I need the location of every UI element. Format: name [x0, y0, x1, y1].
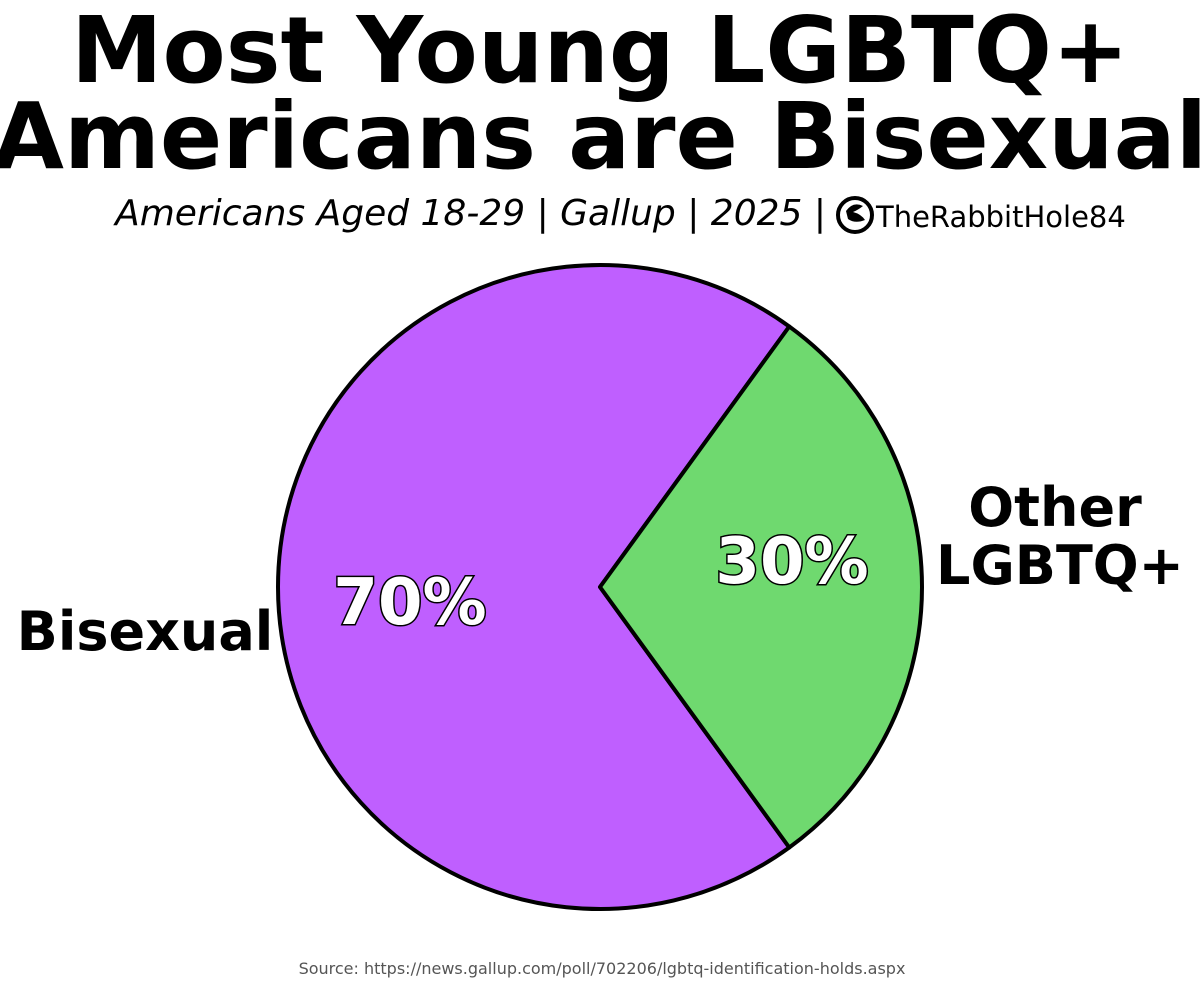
pie-slice-other-lgbtq	[598, 324, 924, 850]
rabbit-logo-icon	[836, 196, 874, 234]
chart-subtitle: Americans Aged 18-29 | Gallup | 2025 |	[113, 193, 826, 234]
slice-value-bisexual: 70%	[333, 566, 486, 640]
slice-label-bisexual: Bisexual	[17, 600, 274, 663]
brand-handle: TheRabbitHole84	[875, 200, 1126, 234]
slice-label-other-line-1: Other	[968, 476, 1142, 539]
slice-label-other-line-2: LGBTQ+	[936, 534, 1184, 597]
source-note: Source: https://news.gallup.com/poll/702…	[299, 959, 906, 978]
chart-title-line-1: Most Young LGBTQ+	[71, 0, 1129, 104]
pie-slice-bisexual	[276, 263, 792, 911]
pie-slices	[276, 263, 924, 911]
slice-value-other: 30%	[715, 525, 868, 599]
chart-title-line-2: Americans are Bisexual	[0, 83, 1200, 190]
